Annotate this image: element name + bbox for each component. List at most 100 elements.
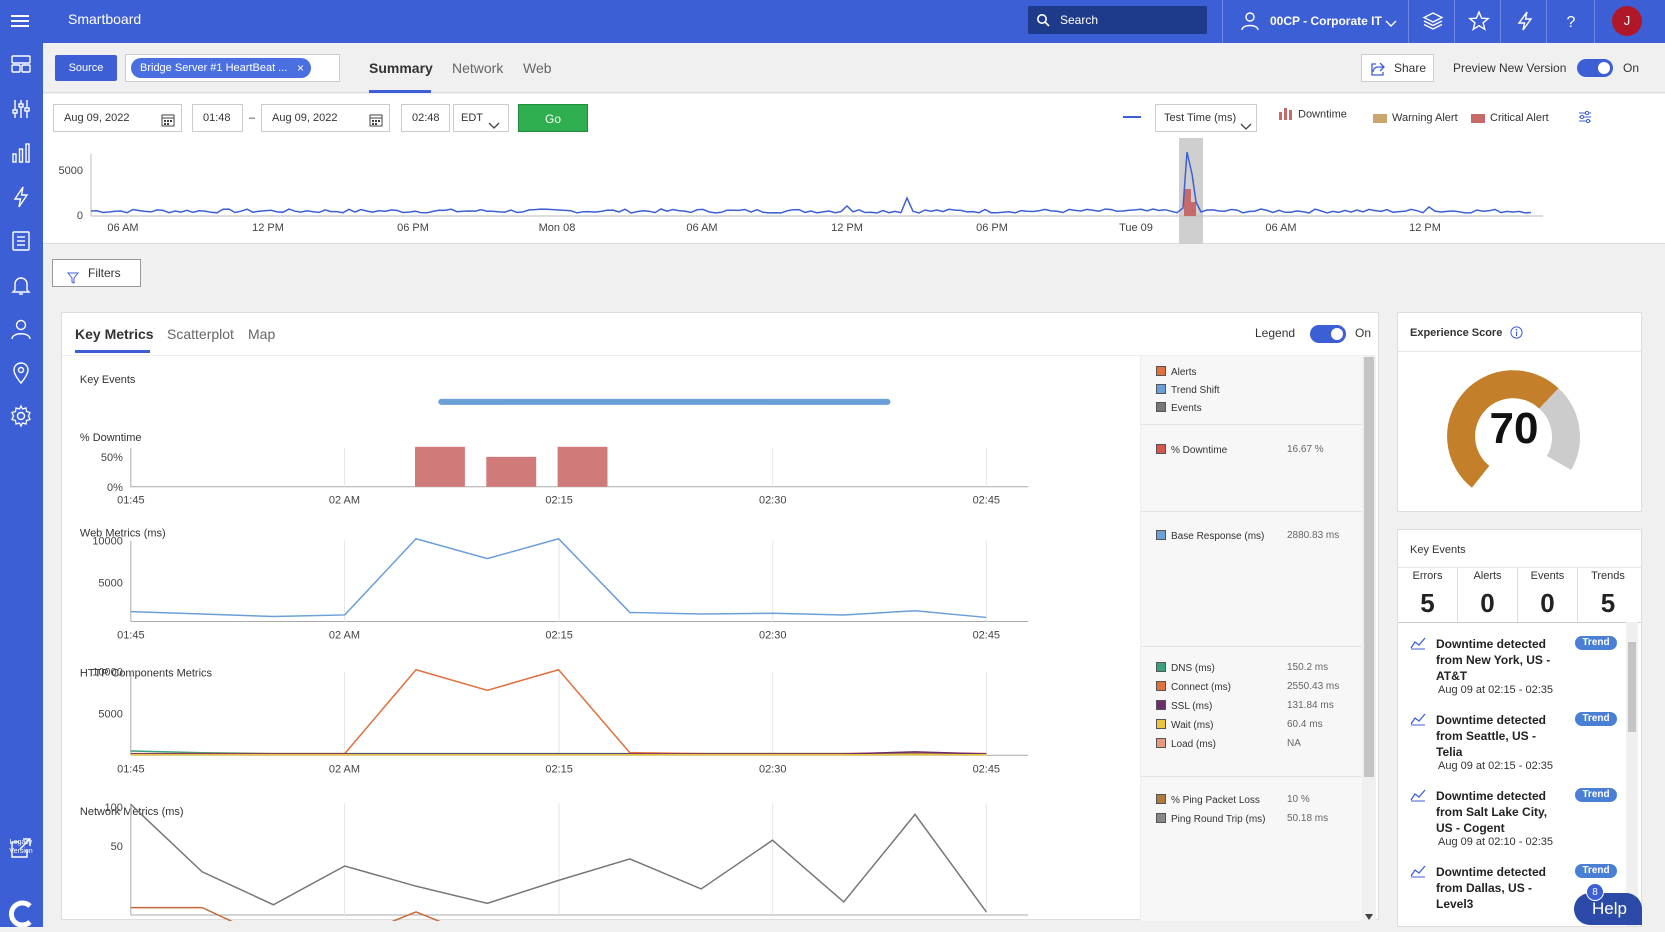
start-date-input[interactable]: Aug 09, 2022: [53, 104, 182, 132]
legend-item[interactable]: Connect (ms): [1156, 681, 1231, 693]
tab-web[interactable]: Web: [523, 60, 552, 76]
close-icon[interactable]: ×: [296, 61, 304, 75]
scrollbar-thumb[interactable]: [1628, 642, 1636, 732]
source-button[interactable]: Source: [55, 55, 117, 81]
layers-icon[interactable]: [1422, 10, 1444, 32]
charts-scrollbar[interactable]: [1362, 355, 1376, 921]
location-pin-icon[interactable]: [9, 361, 33, 385]
share-button[interactable]: Share: [1361, 54, 1434, 82]
tab-network[interactable]: Network: [452, 60, 504, 76]
divider: [1141, 776, 1363, 777]
source-chip-label: Bridge Server #1 HeartBeat ...: [140, 62, 288, 74]
hamburger-icon[interactable]: [10, 12, 30, 30]
downtime-legend[interactable]: Downtime: [1278, 106, 1347, 123]
legend-item[interactable]: Alerts: [1156, 366, 1197, 378]
legend-label: Events: [1171, 403, 1202, 414]
trend-badge: Trend: [1575, 788, 1617, 802]
metric-select[interactable]: Test Time (ms): [1155, 104, 1257, 132]
settings-sliders-icon[interactable]: [1578, 110, 1592, 124]
gear-icon[interactable]: [9, 404, 33, 428]
legend-item[interactable]: DNS (ms): [1156, 662, 1215, 674]
legend-item[interactable]: Base Response (ms): [1156, 530, 1264, 542]
stat-events[interactable]: Events 0: [1518, 568, 1578, 622]
x-tick: Tue 09: [1119, 222, 1153, 234]
event-text: Downtime detected from New York, US - AT…: [1436, 637, 1551, 683]
source-chip[interactable]: Bridge Server #1 HeartBeat ... ×: [131, 58, 311, 78]
share-icon: [1370, 60, 1386, 76]
series-line[interactable]: [130, 537, 987, 619]
legend-toggle[interactable]: [1310, 325, 1346, 343]
lightning-icon[interactable]: [1514, 10, 1536, 32]
legend-swatch: [1156, 384, 1166, 394]
downtime-bar[interactable]: [414, 446, 465, 487]
x-tick: 06 AM: [107, 222, 138, 234]
scrollbar-thumb[interactable]: [1364, 357, 1374, 777]
tab-scatterplot[interactable]: Scatterplot: [167, 326, 234, 342]
legend-swatch: [1156, 738, 1166, 748]
timezone-select[interactable]: EDT: [453, 104, 509, 132]
avatar[interactable]: J: [1612, 6, 1642, 36]
info-icon[interactable]: [1510, 326, 1523, 339]
y-tick: 0: [77, 210, 83, 222]
critical-alert-legend[interactable]: Critical Alert: [1471, 112, 1549, 124]
end-date-input[interactable]: Aug 09, 2022: [261, 104, 390, 132]
filters-button[interactable]: Filters: [52, 259, 141, 287]
bar-chart-icon[interactable]: [9, 141, 33, 165]
legend-label: Connect (ms): [1171, 682, 1232, 693]
overview-chart[interactable]: 5000 0 06 AM 12 PM 06 PM Mon 08 06 AM 12 PM 06…: [43, 138, 1665, 244]
star-icon[interactable]: [1467, 10, 1491, 32]
help-icon[interactable]: ?: [1560, 10, 1582, 32]
legend-value: 10 %: [1287, 794, 1310, 805]
divider: [1398, 567, 1641, 568]
share-label: Share: [1394, 61, 1427, 75]
dashboard-icon[interactable]: [9, 52, 33, 76]
search-icon: [1036, 13, 1050, 27]
sliders-icon[interactable]: [9, 97, 33, 121]
series-line[interactable]: [130, 751, 987, 755]
legend-swatch: [1156, 719, 1166, 729]
x-tick: 02:45: [973, 495, 1000, 507]
start-time-input[interactable]: 01:48: [192, 104, 243, 132]
list-icon[interactable]: [9, 229, 33, 253]
stat-trends[interactable]: Trends 5: [1578, 568, 1638, 622]
source-selector[interactable]: Bridge Server #1 HeartBeat ... ×: [125, 54, 340, 82]
key-event-trend-bar[interactable]: [438, 398, 891, 405]
sub-bar: Source Bridge Server #1 HeartBeat ... × …: [43, 43, 1665, 93]
legend-item[interactable]: SSL (ms): [1156, 700, 1212, 712]
legacy-version-label[interactable]: Legacy Version: [9, 839, 33, 855]
preview-toggle[interactable]: [1577, 59, 1613, 77]
legend-item[interactable]: % Ping Packet Loss: [1156, 794, 1260, 806]
go-button[interactable]: Go: [518, 104, 588, 132]
downtime-bar[interactable]: [557, 446, 608, 487]
calendar-icon[interactable]: [369, 111, 383, 127]
section-title-web: Web Metrics (ms): [80, 528, 166, 540]
legend-item[interactable]: % Downtime: [1156, 444, 1227, 456]
user-icon[interactable]: [9, 317, 33, 341]
events-scrollbar[interactable]: [1626, 622, 1638, 926]
tab-key-metrics[interactable]: Key Metrics: [75, 326, 154, 342]
tab-summary[interactable]: Summary: [369, 60, 433, 76]
x-tick: 06 AM: [1265, 222, 1296, 234]
series-line[interactable]: [130, 803, 987, 913]
calendar-icon[interactable]: [161, 111, 175, 127]
stat-alerts[interactable]: Alerts 0: [1458, 568, 1518, 622]
stat-errors[interactable]: Errors 5: [1398, 568, 1458, 622]
scroll-down-icon[interactable]: [1365, 907, 1373, 925]
tab-map[interactable]: Map: [248, 326, 276, 342]
external-link-icon[interactable]: [9, 836, 33, 860]
search-label: Search: [1060, 13, 1099, 27]
legend-item[interactable]: Trend Shift: [1156, 384, 1220, 396]
legend-item[interactable]: Wait (ms): [1156, 719, 1213, 731]
downtime-bar[interactable]: [486, 456, 537, 487]
legend-item[interactable]: Events: [1156, 402, 1202, 414]
search-box[interactable]: Search: [1028, 6, 1207, 34]
lightning-icon[interactable]: [9, 185, 33, 209]
legend-item[interactable]: Load (ms): [1156, 738, 1216, 750]
help-button[interactable]: Help: [1574, 893, 1642, 925]
warning-alert-legend[interactable]: Warning Alert: [1373, 112, 1458, 124]
end-time-input[interactable]: 02:48: [401, 104, 450, 132]
bell-icon[interactable]: [9, 273, 33, 297]
legend-item[interactable]: Ping Round Trip (ms): [1156, 813, 1265, 825]
stat-value: 0: [1480, 588, 1495, 618]
metrics-charts[interactable]: Key Events % Downtime Web Metrics (ms) H…: [62, 355, 1140, 921]
